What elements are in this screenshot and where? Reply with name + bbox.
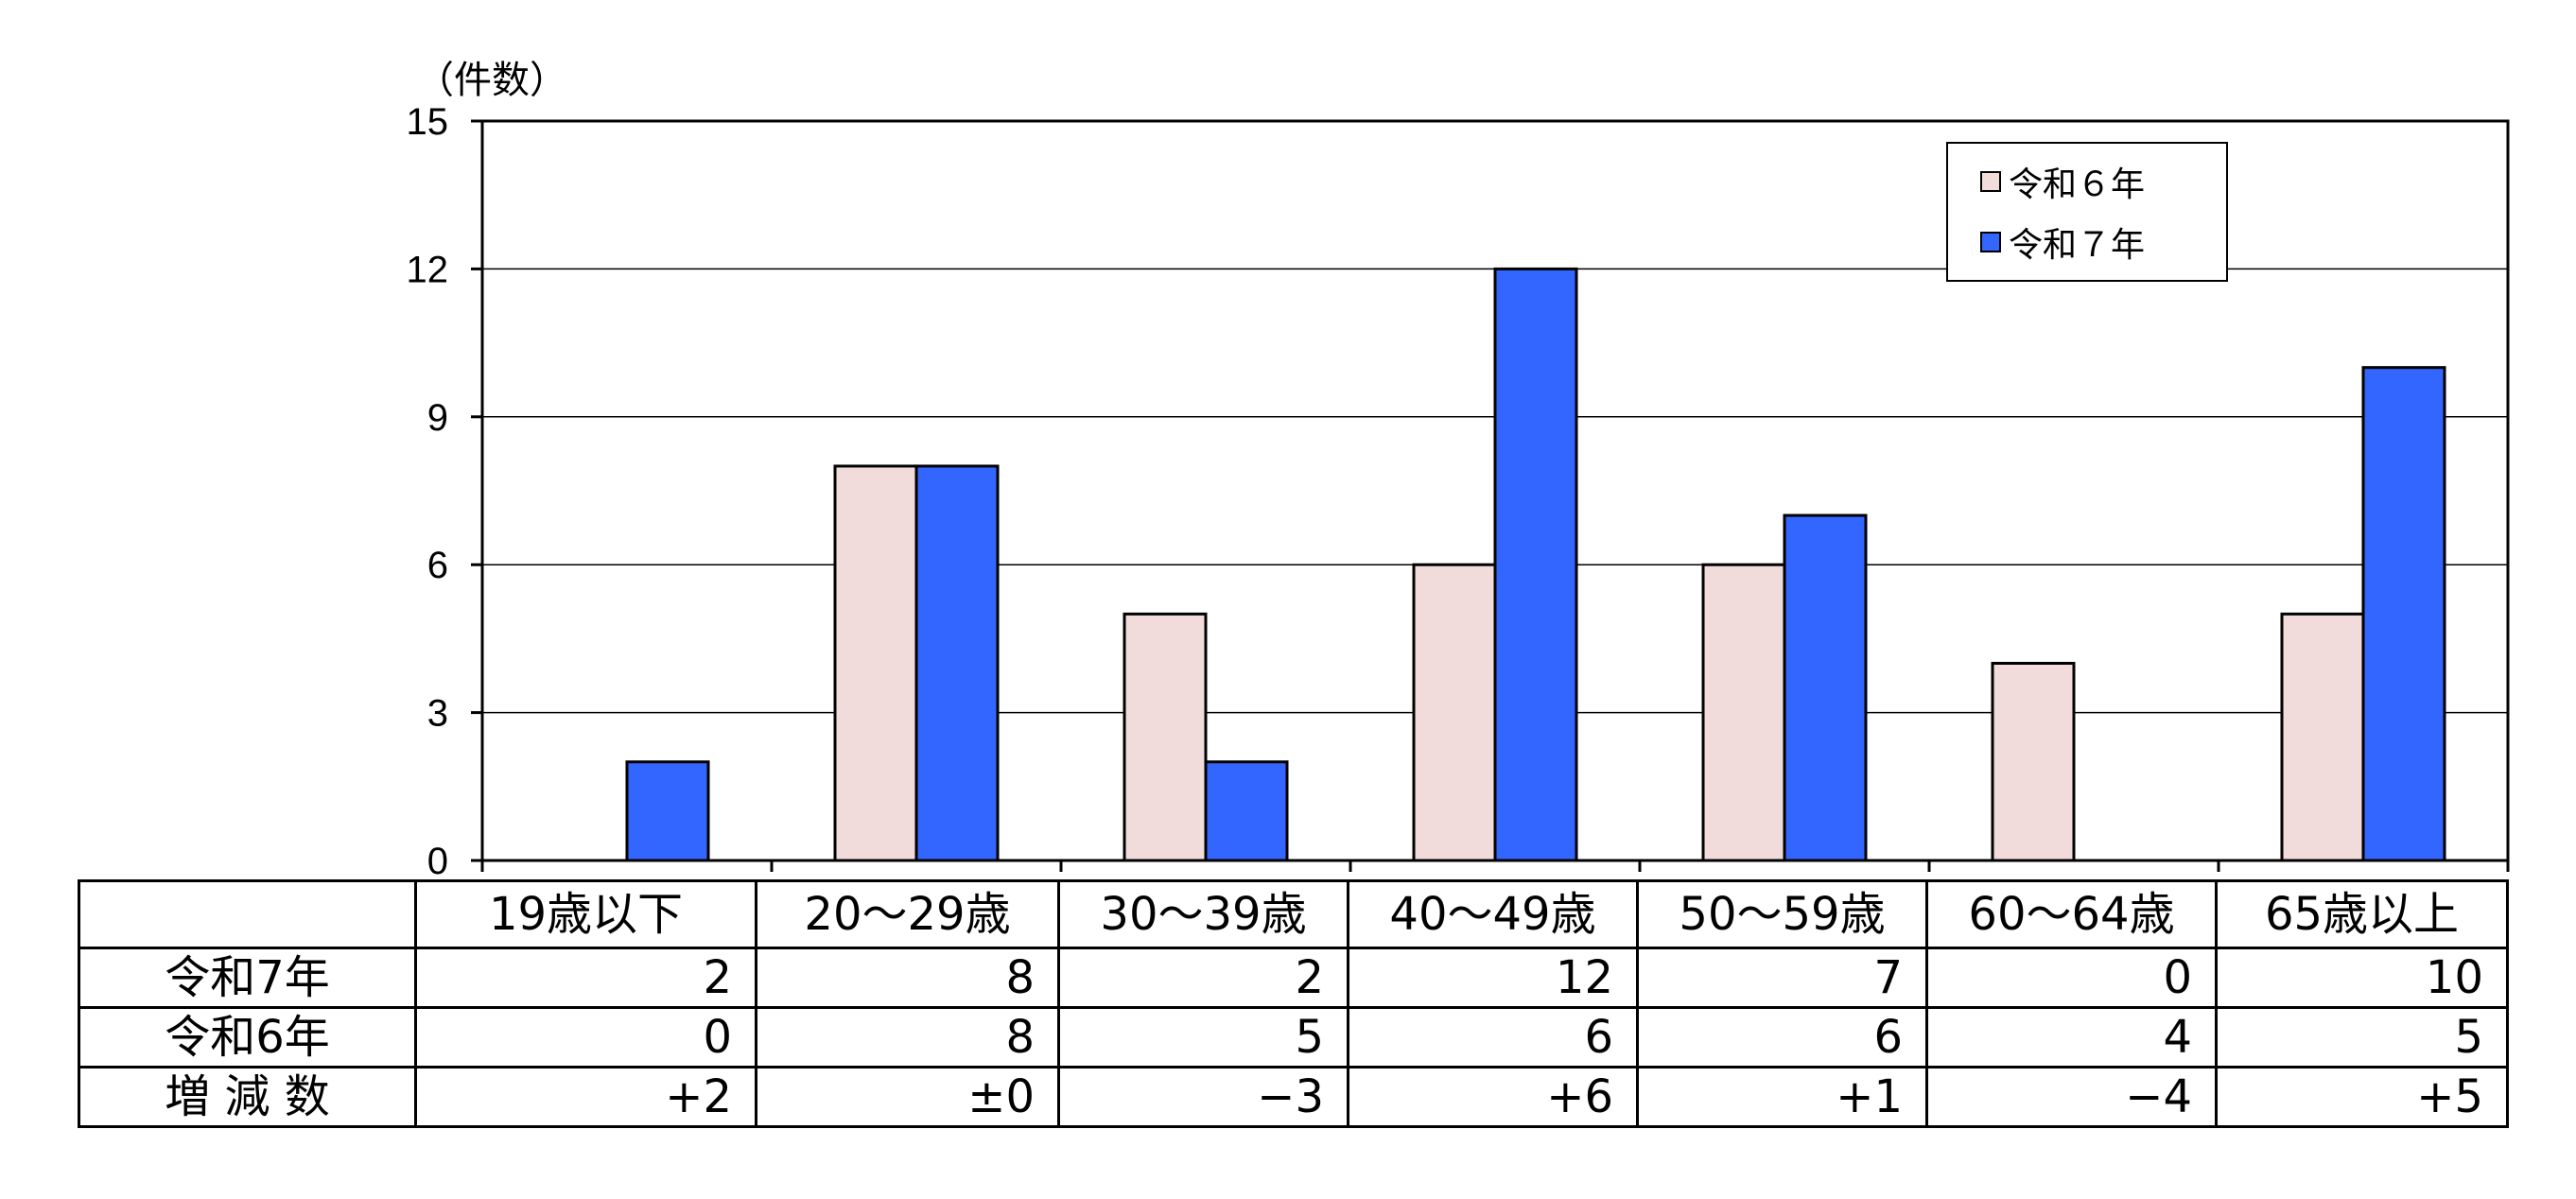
- table-cell: 6: [1347, 1006, 1639, 1069]
- legend-swatch-r7: [1980, 232, 2001, 252]
- table-corner-cell: [78, 879, 417, 949]
- table-cell: 10: [2215, 947, 2509, 1009]
- table-cell: 2: [414, 947, 757, 1009]
- table-cell: 12: [1347, 947, 1639, 1009]
- table-cell: +1: [1636, 1066, 1928, 1128]
- table-cell: 5: [1057, 1006, 1349, 1069]
- table-cell: 7: [1636, 947, 1928, 1009]
- table-cell: ±0: [755, 1066, 1060, 1128]
- table-cell: −4: [1925, 1066, 2218, 1128]
- table-cell: 2: [1057, 947, 1349, 1009]
- bar-r6: [1991, 661, 2076, 862]
- table-cell: −3: [1057, 1066, 1349, 1128]
- bar-r7: [1493, 267, 1578, 862]
- table-row-r6: 令和6年 0 8 5 6 6 4 5: [78, 1006, 2509, 1069]
- table-row-diff: 増 減 数 +2 ±0 −3 +6 +1 −4 +5: [78, 1066, 2509, 1128]
- table-cell: +6: [1347, 1066, 1639, 1128]
- table-cell: 0: [1925, 947, 2218, 1009]
- legend-swatch-r6: [1980, 171, 2001, 192]
- bar-r7: [1204, 760, 1289, 862]
- bar-r7: [1783, 513, 1868, 862]
- data-table: 19歳以下 20～29歳 30～39歳 40～49歳 50～59歳 60～64歳…: [78, 879, 2509, 1128]
- y-tick-label: 0: [427, 841, 448, 879]
- y-tick-label: 3: [427, 693, 448, 735]
- y-tick-label: 6: [427, 545, 448, 586]
- legend: 令和６年 令和７年: [1946, 142, 2228, 282]
- table-cell: +2: [414, 1066, 757, 1128]
- y-tick-label: 12: [407, 249, 449, 290]
- table-row-label: 増 減 数: [78, 1066, 417, 1128]
- table-header-cell: 20～29歳: [755, 879, 1060, 949]
- table-header-cell: 19歳以下: [414, 879, 757, 949]
- table-row-r7: 令和7年 2 8 2 12 7 0 10: [78, 947, 2509, 1009]
- table-header-row: 19歳以下 20～29歳 30～39歳 40～49歳 50～59歳 60～64歳…: [78, 879, 2509, 949]
- table-header-cell: 30～39歳: [1057, 879, 1349, 949]
- legend-item-r7: 令和７年: [1980, 221, 2145, 265]
- y-tick-label: 15: [407, 101, 449, 143]
- y-axis-unit-label: （件数）: [416, 59, 567, 102]
- bar-r6: [1701, 563, 1786, 862]
- table-cell: 5: [2215, 1006, 2509, 1069]
- bar-r6: [1123, 612, 1208, 862]
- table-cell: +5: [2215, 1066, 2509, 1128]
- table-cell: 8: [755, 1006, 1060, 1069]
- table-cell: 4: [1925, 1006, 2218, 1069]
- table-header-cell: 60～64歳: [1925, 879, 2218, 949]
- y-tick-label: 9: [427, 397, 448, 439]
- bar-r6: [2280, 612, 2365, 862]
- bar-r6: [833, 464, 918, 862]
- table-cell: 6: [1636, 1006, 1928, 1069]
- bar-chart: 0 3 6 9 12 15: [407, 101, 2510, 879]
- table-cell: 8: [755, 947, 1060, 1009]
- bar-r6: [1412, 563, 1497, 862]
- bar-r7: [914, 464, 1000, 862]
- table-row-label: 令和7年: [78, 947, 417, 1009]
- table-header-cell: 40～49歳: [1347, 879, 1639, 949]
- bar-r7: [2361, 366, 2446, 862]
- table-header-cell: 65歳以上: [2215, 879, 2509, 949]
- table-row-label: 令和6年: [78, 1006, 417, 1069]
- table-header-cell: 50～59歳: [1636, 879, 1928, 949]
- legend-label-r7: 令和７年: [2009, 226, 2146, 265]
- legend-item-r6: 令和６年: [1980, 161, 2145, 204]
- legend-label-r6: 令和６年: [2009, 165, 2146, 204]
- table-cell: 0: [414, 1006, 757, 1069]
- bar-r7: [625, 760, 710, 862]
